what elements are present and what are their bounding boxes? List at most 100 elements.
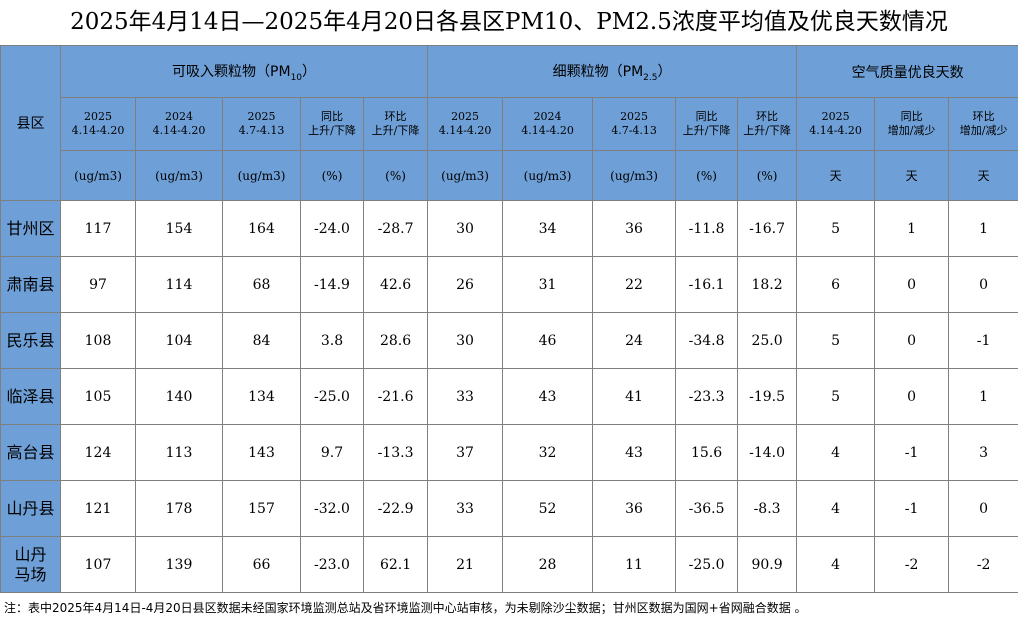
data-cell: -25.0 xyxy=(301,369,364,425)
data-cell: 9.7 xyxy=(301,425,364,481)
data-cell: 42.6 xyxy=(364,257,428,313)
row-name-line: 山丹 xyxy=(1,545,60,565)
row-name-line: 山丹县 xyxy=(1,499,60,519)
column-header: 环比上升/下降 xyxy=(364,98,428,151)
data-cell: 30 xyxy=(428,201,503,257)
data-cell: 15.6 xyxy=(676,425,738,481)
column-header-line: 4.14-4.20 xyxy=(428,124,502,138)
row-name: 山丹马场 xyxy=(1,537,61,593)
data-cell: 121 xyxy=(61,481,136,537)
row-name: 临泽县 xyxy=(1,369,61,425)
data-cell: 37 xyxy=(428,425,503,481)
unit-header: 天 xyxy=(797,151,875,201)
data-cell: 4 xyxy=(797,481,875,537)
data-cell: -25.0 xyxy=(676,537,738,593)
unit-header: (%) xyxy=(364,151,428,201)
corner-label: 县区 xyxy=(17,116,45,132)
column-header-line: 4.14-4.20 xyxy=(797,124,874,138)
data-cell: 4 xyxy=(797,425,875,481)
data-cell: 43 xyxy=(593,425,676,481)
column-header-line: 上升/下降 xyxy=(738,124,796,138)
data-cell: 134 xyxy=(223,369,301,425)
unit-label: (%) xyxy=(757,169,778,183)
data-cell: 90.9 xyxy=(738,537,797,593)
data-cell: -36.5 xyxy=(676,481,738,537)
column-header-line: 上升/下降 xyxy=(364,124,427,138)
column-header-line: 增加/减少 xyxy=(875,124,948,138)
data-cell: -23.0 xyxy=(301,537,364,593)
data-cell: 97 xyxy=(61,257,136,313)
data-cell: 4 xyxy=(797,537,875,593)
unit-header: (ug/m3) xyxy=(136,151,223,201)
unit-header: (%) xyxy=(676,151,738,201)
data-cell: 46 xyxy=(503,313,593,369)
data-cell: -2 xyxy=(875,537,949,593)
data-cell: 157 xyxy=(223,481,301,537)
data-cell: 178 xyxy=(136,481,223,537)
unit-label: (ug/m3) xyxy=(524,169,572,183)
column-header-line: 环比 xyxy=(364,110,427,124)
data-cell: 124 xyxy=(61,425,136,481)
data-cell: -23.3 xyxy=(676,369,738,425)
data-cell: 28 xyxy=(503,537,593,593)
column-header-line: 环比 xyxy=(738,110,796,124)
column-header-line: 同比 xyxy=(301,110,363,124)
data-cell: -14.9 xyxy=(301,257,364,313)
data-cell: -34.8 xyxy=(676,313,738,369)
column-header-line: 上升/下降 xyxy=(676,124,737,138)
data-cell: -21.6 xyxy=(364,369,428,425)
unit-header: (ug/m3) xyxy=(593,151,676,201)
data-cell: -19.5 xyxy=(738,369,797,425)
column-header-line: 4.7-4.13 xyxy=(223,124,300,138)
header-row: 县区可吸入颗粒物（PM10）细颗粒物（PM2.5）空气质量优良天数 xyxy=(1,46,1018,98)
column-header-line: 2025 xyxy=(223,110,300,124)
data-cell: 34 xyxy=(503,201,593,257)
data-cell: -1 xyxy=(949,313,1018,369)
group-label: 空气质量优良天数 xyxy=(852,65,964,81)
unit-label: (%) xyxy=(696,169,717,183)
unit-label: 天 xyxy=(978,169,990,183)
row-name: 高台县 xyxy=(1,425,61,481)
unit-label: (%) xyxy=(385,169,406,183)
column-header-line: 环比 xyxy=(949,110,1018,124)
data-cell: 68 xyxy=(223,257,301,313)
data-cell: 107 xyxy=(61,537,136,593)
unit-label: 天 xyxy=(830,169,842,183)
unit-header: 天 xyxy=(949,151,1018,201)
data-cell: 30 xyxy=(428,313,503,369)
column-header-line: 2025 xyxy=(61,110,135,124)
unit-label: 天 xyxy=(906,169,918,183)
column-header-line: 2024 xyxy=(503,110,592,124)
data-cell: 3.8 xyxy=(301,313,364,369)
data-cell: 6 xyxy=(797,257,875,313)
data-cell: 84 xyxy=(223,313,301,369)
header-row: (ug/m3)(ug/m3)(ug/m3)(%)(%)(ug/m3)(ug/m3… xyxy=(1,151,1018,201)
data-cell: -16.7 xyxy=(738,201,797,257)
group-label: 可吸入颗粒物（PM xyxy=(172,64,291,80)
data-cell: 0 xyxy=(875,369,949,425)
data-cell: 33 xyxy=(428,369,503,425)
data-cell: -28.7 xyxy=(364,201,428,257)
data-cell: 24 xyxy=(593,313,676,369)
data-cell: -1 xyxy=(875,481,949,537)
column-header: 同比上升/下降 xyxy=(676,98,738,151)
column-header-line: 上升/下降 xyxy=(301,124,363,138)
unit-label: (ug/m3) xyxy=(610,169,658,183)
data-cell: 114 xyxy=(136,257,223,313)
data-cell: -32.0 xyxy=(301,481,364,537)
group-header: 细颗粒物（PM2.5） xyxy=(428,46,797,98)
unit-header: 天 xyxy=(875,151,949,201)
row-name-line: 高台县 xyxy=(1,443,60,463)
data-cell: 108 xyxy=(61,313,136,369)
row-name-line: 肃南县 xyxy=(1,275,60,295)
data-cell: 36 xyxy=(593,481,676,537)
row-name: 肃南县 xyxy=(1,257,61,313)
